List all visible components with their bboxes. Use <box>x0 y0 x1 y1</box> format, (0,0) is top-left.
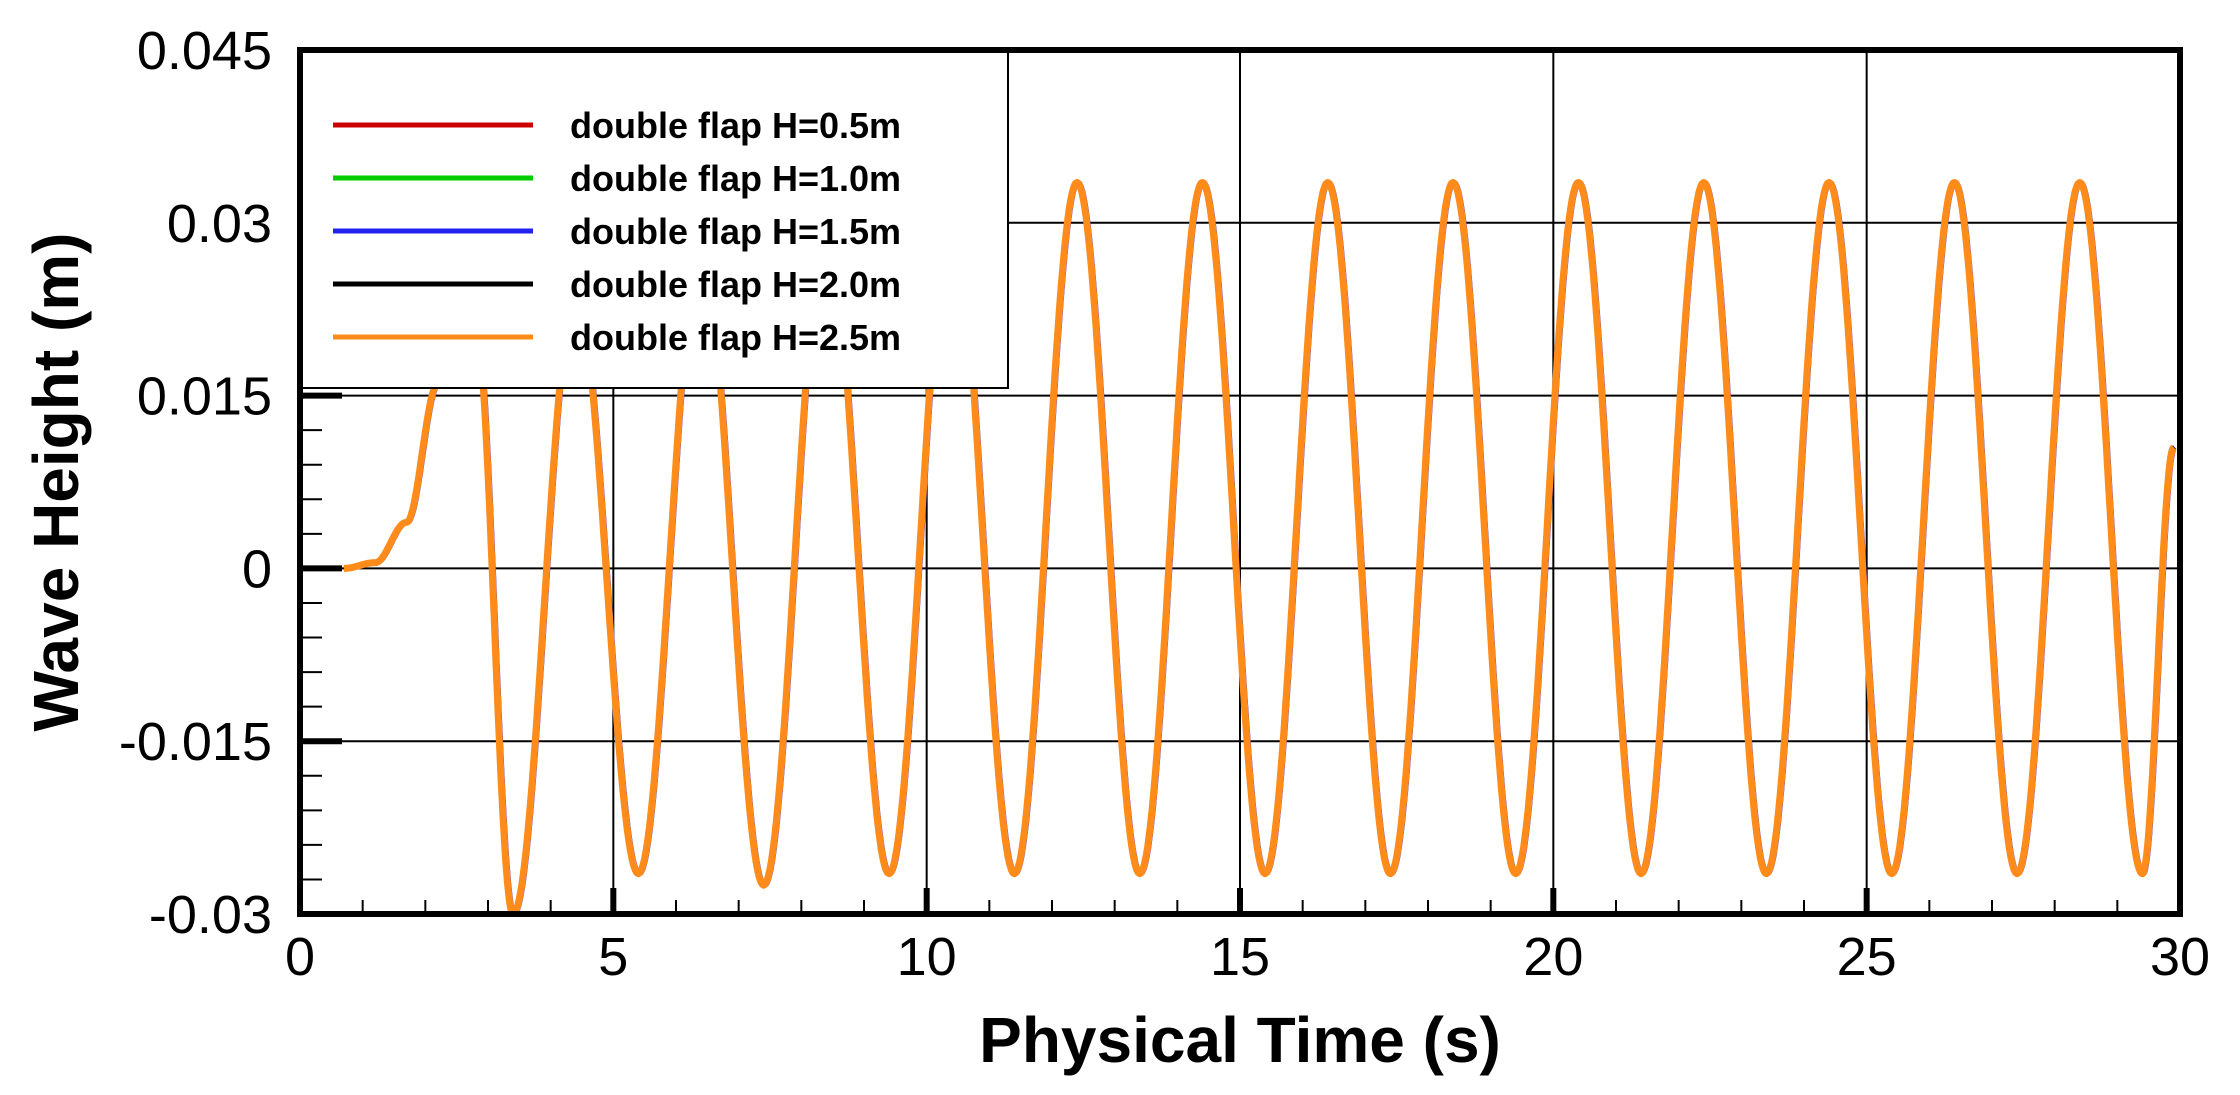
y-tick-label: -0.015 <box>119 712 272 772</box>
x-tick-label: 30 <box>2150 927 2210 987</box>
legend-label: double flap H=1.0m <box>570 158 901 199</box>
legend-label: double flap H=0.5m <box>570 105 901 146</box>
x-tick-labels: 0 5 10 15 20 25 30 <box>285 927 2210 987</box>
x-tick-label: 20 <box>1523 927 1583 987</box>
x-tick-label: 5 <box>598 927 628 987</box>
y-axis-title: Wave Height (m) <box>20 233 92 732</box>
legend-label: double flap H=1.5m <box>570 211 901 252</box>
y-tick-labels: -0.03 -0.015 0 0.015 0.03 0.045 <box>119 21 272 945</box>
x-tick-label: 10 <box>897 927 957 987</box>
series-layer <box>341 179 2177 914</box>
y-tick-label: 0.03 <box>167 194 272 254</box>
legend: double flap H=0.5m double flap H=1.0m doub… <box>299 49 1009 389</box>
y-tick-label: 0 <box>242 539 272 599</box>
x-axis-title: Physical Time (s) <box>979 1004 1501 1076</box>
legend-label: double flap H=2.0m <box>570 264 901 305</box>
y-tick-label: 0.015 <box>137 367 272 427</box>
x-tick-label: 15 <box>1210 927 1270 987</box>
series-line-5 <box>341 179 2177 914</box>
y-tick-label: -0.03 <box>149 885 272 945</box>
x-tick-label: 25 <box>1837 927 1897 987</box>
plot-frame <box>297 47 2183 917</box>
x-tick-label: 0 <box>285 927 315 987</box>
legend-label: double flap H=2.5m <box>570 317 901 358</box>
y-tick-label: 0.045 <box>137 21 272 81</box>
legend-box <box>299 49 1009 389</box>
